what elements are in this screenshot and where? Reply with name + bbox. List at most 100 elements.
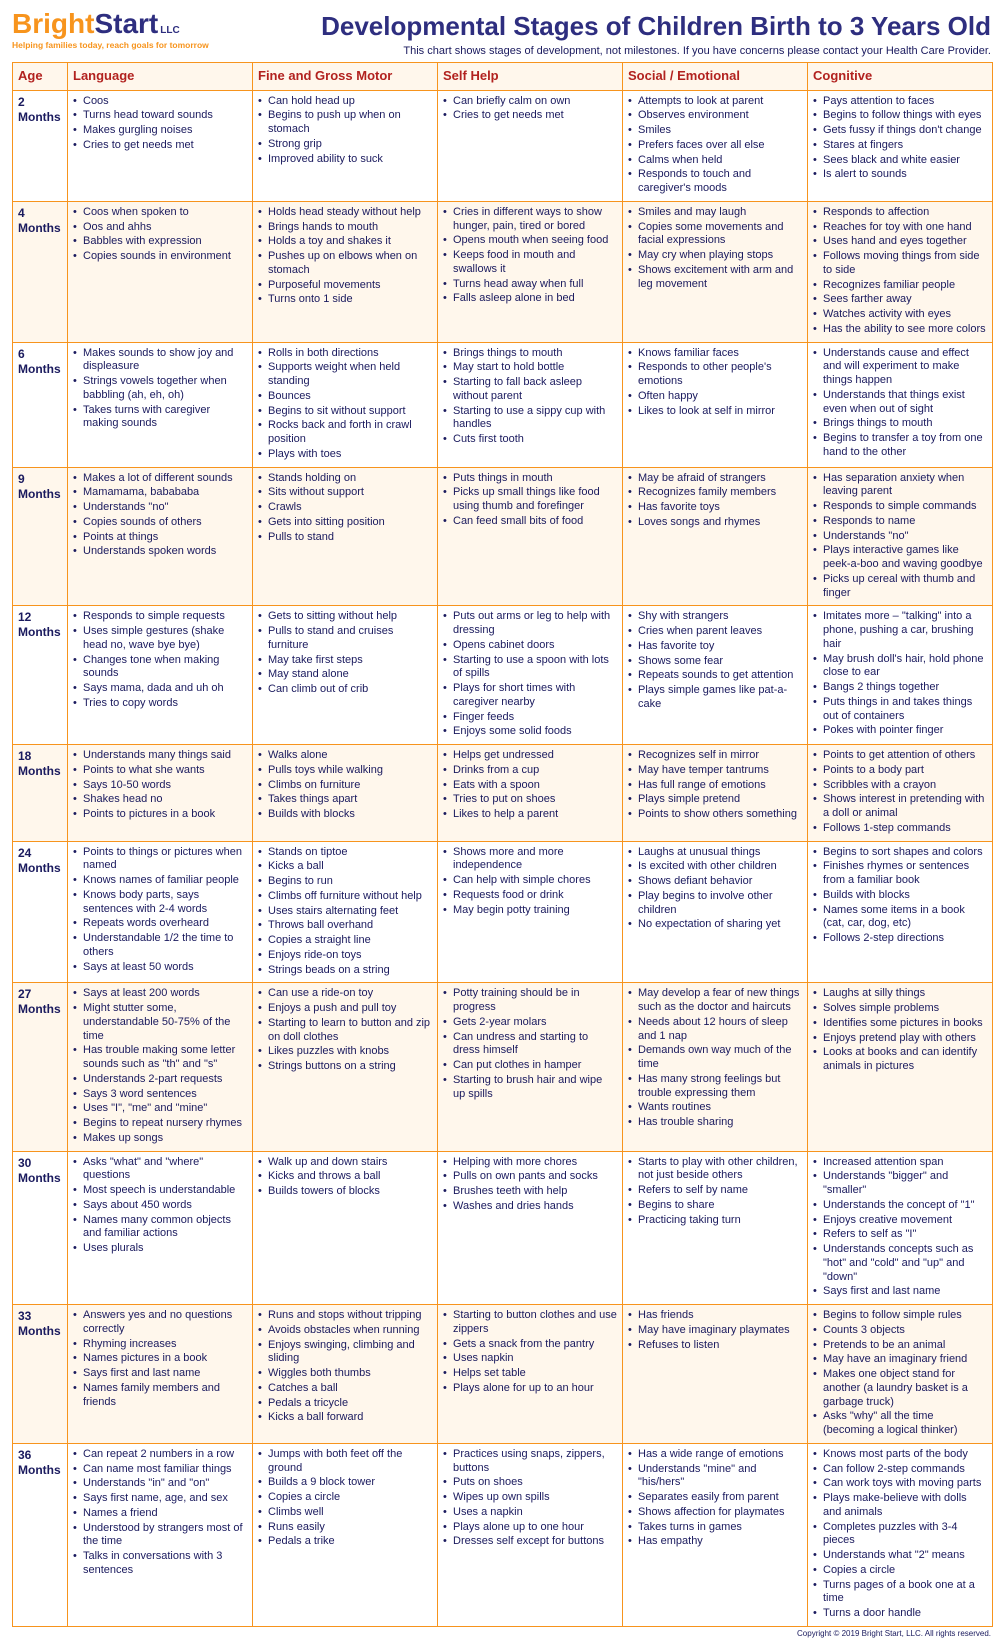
logo: BrightStartLLC: [12, 10, 209, 38]
social-cell: Attempts to look at parentObserves envir…: [623, 90, 808, 201]
list-item: Takes turns in games: [628, 1521, 802, 1535]
selfhelp-list: Practices using snaps, zippers, buttons P…: [443, 1448, 617, 1549]
selfhelp-list: Helps get undressedDrinks from a cupEats…: [443, 749, 617, 822]
list-item: Enjoys some solid foods: [443, 725, 617, 739]
list-item: Pulls to stand: [258, 531, 432, 545]
list-item: Has full range of emotions: [628, 779, 802, 793]
social-list: Starts to play with other children, not …: [628, 1156, 802, 1228]
list-item: Plays with toes: [258, 448, 432, 462]
list-item: Repeats sounds to get attention: [628, 669, 802, 683]
list-item: Supports weight when held standing: [258, 361, 432, 389]
list-item: Completes puzzles with 3-4 pieces: [813, 1521, 987, 1549]
age-cell: 30 Months: [13, 1151, 68, 1305]
motor-cell: Rolls in both directionsSupports weight …: [253, 342, 438, 467]
list-item: Has trouble making some letter sounds su…: [73, 1044, 247, 1072]
list-item: Says about 450 words: [73, 1199, 247, 1213]
list-item: Says at least 200 words: [73, 987, 247, 1001]
selfhelp-cell: Starting to button clothes and use zippe…: [438, 1305, 623, 1444]
selfhelp-list: Brings things to mouthMay start to hold …: [443, 347, 617, 447]
list-item: Puts things in and takes things out of c…: [813, 696, 987, 724]
list-item: Refers to self by name: [628, 1184, 802, 1198]
list-item: Starting to use a spoon with lots of spi…: [443, 654, 617, 682]
list-item: Can repeat 2 numbers in a row: [73, 1448, 247, 1462]
motor-list: Stands on tiptoeKicks a ballBegins to ru…: [258, 846, 432, 978]
language-list: CoosTurns head toward soundsMakes gurgli…: [73, 95, 247, 153]
list-item: Refers to self as "I": [813, 1228, 987, 1242]
list-item: Kicks a ball forward: [258, 1411, 432, 1425]
list-item: Opens mouth when seeing food: [443, 234, 617, 248]
list-item: Starting to brush hair and wipe up spill…: [443, 1074, 617, 1102]
list-item: Washes and dries hands: [443, 1200, 617, 1214]
list-item: Builds a 9 block tower: [258, 1476, 432, 1490]
list-item: Copies a straight line: [258, 934, 432, 948]
cognitive-cell: Pays attention to facesBegins to follow …: [808, 90, 993, 201]
list-item: Pulls toys while walking: [258, 764, 432, 778]
list-item: Is alert to sounds: [813, 168, 987, 182]
language-list: Coos when spoken toOos and ahhsBabbles w…: [73, 206, 247, 264]
list-item: Understands 2-part requests: [73, 1073, 247, 1087]
language-cell: Points to things or pictures when namedK…: [68, 841, 253, 983]
language-cell: Makes a lot of different soundsMamamama,…: [68, 467, 253, 606]
list-item: Understood by strangers most of the time: [73, 1522, 247, 1550]
list-item: Sits without support: [258, 486, 432, 500]
list-item: Catches a ball: [258, 1382, 432, 1396]
list-item: Helping with more chores: [443, 1156, 617, 1170]
language-list: Understands many things saidPoints to wh…: [73, 749, 247, 822]
list-item: Bangs 2 things together: [813, 681, 987, 695]
table-row: 2 MonthsCoosTurns head toward soundsMake…: [13, 90, 993, 201]
list-item: Rhyming increases: [73, 1338, 247, 1352]
language-list: Makes sounds to show joy and displeasure…: [73, 347, 247, 432]
list-item: Counts 3 objects: [813, 1324, 987, 1338]
list-item: May have an imaginary friend: [813, 1353, 987, 1367]
selfhelp-list: Potty training should be in progressGets…: [443, 987, 617, 1101]
list-item: Coos: [73, 95, 247, 109]
list-item: Copies a circle: [813, 1564, 987, 1578]
social-list: May develop a fear of new things such as…: [628, 987, 802, 1130]
list-item: Plays alone up to one hour: [443, 1521, 617, 1535]
list-item: Watches activity with eyes: [813, 308, 987, 322]
list-item: Cries to get needs met: [443, 109, 617, 123]
age-cell: 9 Months: [13, 467, 68, 606]
cognitive-list: Has separation anxiety when leaving pare…: [813, 472, 987, 601]
selfhelp-list: Starting to button clothes and use zippe…: [443, 1309, 617, 1396]
col-selfhelp: Self Help: [438, 63, 623, 90]
list-item: Has many strong feelings but trouble exp…: [628, 1073, 802, 1101]
age-cell: 36 Months: [13, 1443, 68, 1626]
list-item: Turns onto 1 side: [258, 293, 432, 307]
page-container: BrightStartLLC Helping families today, r…: [0, 0, 1003, 1645]
list-item: Mamamama, babababa: [73, 486, 247, 500]
list-item: Uses stairs alternating feet: [258, 905, 432, 919]
list-item: Has the ability to see more colors: [813, 323, 987, 337]
cognitive-list: Understands cause and effect and will ex…: [813, 347, 987, 460]
language-cell: CoosTurns head toward soundsMakes gurgli…: [68, 90, 253, 201]
list-item: Cries to get needs met: [73, 139, 247, 153]
selfhelp-cell: Cries in different ways to show hunger, …: [438, 201, 623, 342]
motor-list: Can hold head upBegins to push up when o…: [258, 95, 432, 167]
social-list: Laughs at unusual thingsIs excited with …: [628, 846, 802, 933]
list-item: Recognizes family members: [628, 486, 802, 500]
list-item: Points to what she wants: [73, 764, 247, 778]
list-item: Has favorite toys: [628, 501, 802, 515]
list-item: Puts things in mouth: [443, 472, 617, 486]
list-item: Helps set table: [443, 1367, 617, 1381]
list-item: Prefers faces over all else: [628, 139, 802, 153]
list-item: Says 3 word sentences: [73, 1088, 247, 1102]
list-item: Responds to other people's emotions: [628, 361, 802, 389]
list-item: Likes to look at self in mirror: [628, 405, 802, 419]
list-item: Rolls in both directions: [258, 347, 432, 361]
age-cell: 33 Months: [13, 1305, 68, 1444]
list-item: Begins to run: [258, 875, 432, 889]
cognitive-cell: Responds to affectionReaches for toy wit…: [808, 201, 993, 342]
list-item: May cry when playing stops: [628, 249, 802, 263]
selfhelp-cell: Brings things to mouthMay start to hold …: [438, 342, 623, 467]
cognitive-list: Knows most parts of the bodyCan follow 2…: [813, 1448, 987, 1621]
list-item: Brushes teeth with help: [443, 1185, 617, 1199]
list-item: Starts to play with other children, not …: [628, 1156, 802, 1184]
header: BrightStartLLC Helping families today, r…: [12, 10, 991, 58]
list-item: Practices using snaps, zippers, buttons: [443, 1448, 617, 1476]
list-item: Says first and last name: [813, 1285, 987, 1299]
age-cell: 6 Months: [13, 342, 68, 467]
language-cell: Coos when spoken toOos and ahhsBabbles w…: [68, 201, 253, 342]
list-item: Refuses to listen: [628, 1339, 802, 1353]
list-item: Begins to repeat nursery rhymes: [73, 1117, 247, 1131]
